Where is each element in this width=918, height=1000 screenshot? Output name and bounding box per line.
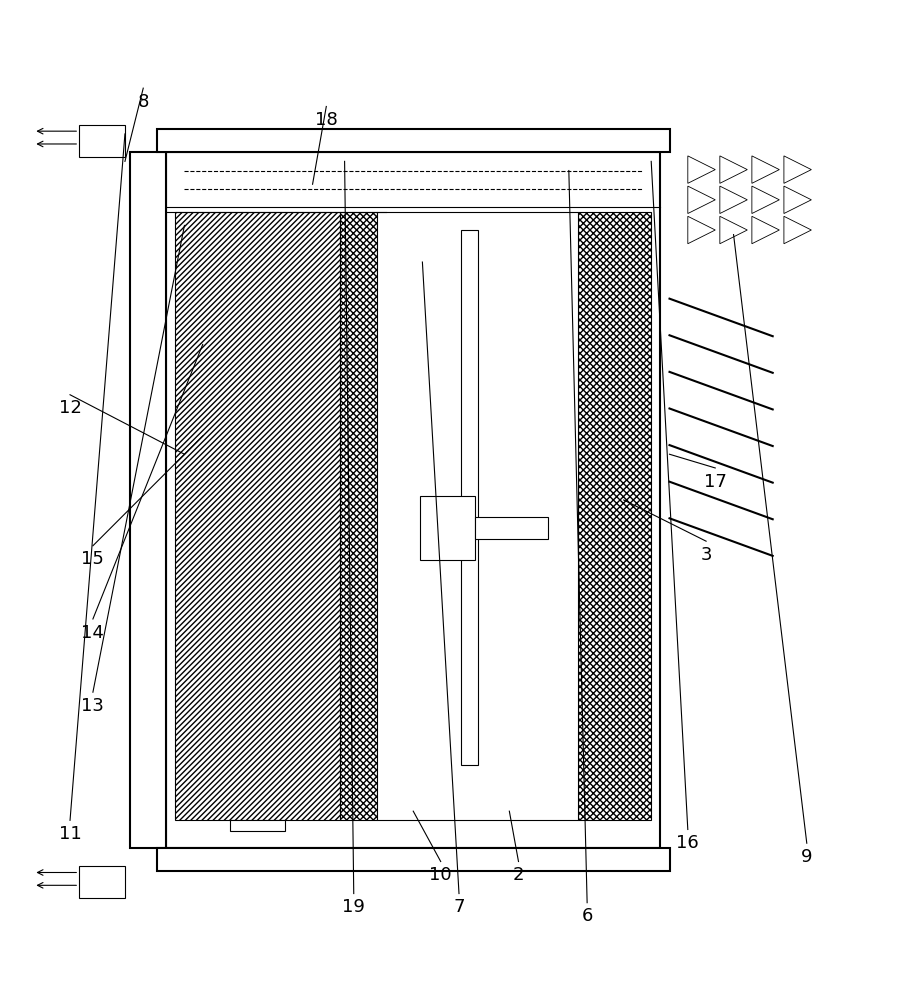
Polygon shape: [688, 156, 715, 183]
Text: 17: 17: [704, 473, 727, 491]
Bar: [230, 820, 285, 831]
Bar: [175, 212, 340, 820]
Polygon shape: [784, 186, 812, 214]
Bar: [340, 212, 376, 820]
Text: 18: 18: [315, 111, 338, 129]
Text: 11: 11: [59, 825, 82, 843]
Polygon shape: [720, 216, 747, 244]
Bar: [79, 866, 125, 898]
Text: 13: 13: [82, 697, 105, 715]
Polygon shape: [720, 186, 747, 214]
Polygon shape: [752, 156, 779, 183]
Bar: [461, 230, 477, 765]
Text: 12: 12: [59, 399, 82, 417]
Text: 6: 6: [581, 907, 593, 925]
Text: 10: 10: [430, 866, 452, 884]
Text: 14: 14: [82, 624, 105, 642]
Bar: [420, 496, 475, 560]
Bar: [166, 152, 660, 848]
Bar: [157, 848, 669, 871]
Text: 2: 2: [513, 866, 524, 884]
Bar: [578, 212, 651, 820]
Polygon shape: [784, 156, 812, 183]
Polygon shape: [688, 216, 715, 244]
Bar: [376, 212, 578, 820]
Text: 3: 3: [700, 546, 711, 564]
Text: 15: 15: [82, 550, 105, 568]
Bar: [79, 125, 125, 157]
Text: 7: 7: [453, 898, 465, 916]
Polygon shape: [688, 186, 715, 214]
Text: 8: 8: [138, 93, 149, 111]
Polygon shape: [752, 216, 779, 244]
Bar: [475, 517, 548, 539]
Text: 9: 9: [801, 848, 812, 866]
Polygon shape: [720, 156, 747, 183]
Bar: [157, 129, 669, 152]
Text: 16: 16: [677, 834, 700, 852]
Polygon shape: [784, 216, 812, 244]
Polygon shape: [752, 186, 779, 214]
Text: 19: 19: [342, 898, 365, 916]
Bar: [129, 152, 166, 848]
